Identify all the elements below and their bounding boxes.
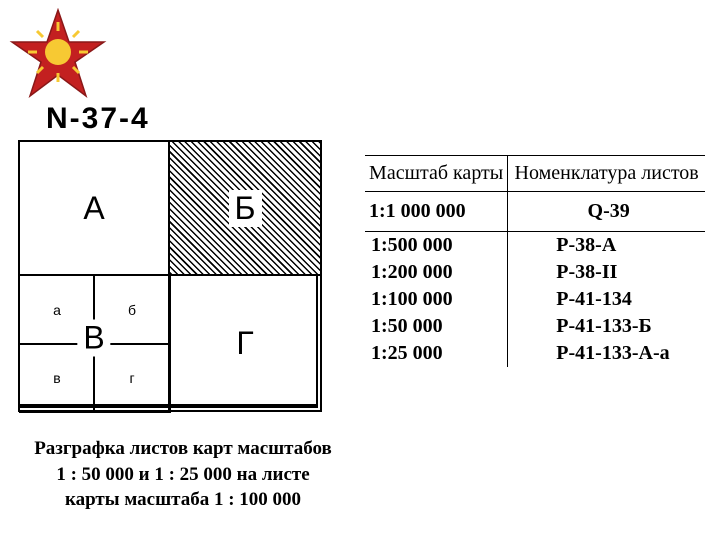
sub-g-label: г: [129, 370, 134, 386]
diagram-caption: Разграфка листов карт масштабов 1 : 50 0…: [18, 436, 348, 513]
cell-nom: P-41-133-А-а: [508, 340, 705, 367]
cell-b: Б: [168, 140, 322, 276]
sun-icon: [45, 39, 71, 65]
cell-nom: Q-39: [508, 192, 705, 232]
cell-nom: P-38-А: [508, 232, 705, 260]
diagram-grid: А Б а б в г В Г: [18, 140, 318, 408]
cell-b-label: Б: [229, 190, 262, 227]
caption-line-1: Разграфка листов карт масштабов: [34, 438, 332, 459]
cell-a-label: А: [77, 190, 110, 227]
sub-a-label: а: [53, 302, 61, 318]
cell-scale: 1:1 000 000: [365, 192, 508, 232]
table-row: 1:500 000 P-38-А: [365, 232, 705, 260]
table-row: 1:1 000 000 Q-39: [365, 192, 705, 232]
table-row: 1:25 000 P-41-133-А-а: [365, 340, 705, 367]
diagram-title: N-37-4: [46, 102, 338, 136]
cell-nom: P-41-134: [508, 286, 705, 313]
cell-nom: P-41-133-Б: [508, 313, 705, 340]
table-row: 1:50 000 P-41-133-Б: [365, 313, 705, 340]
cell-v-label: В: [77, 319, 110, 356]
table-row: 1:200 000 P-38-II: [365, 259, 705, 286]
cell-scale: 1:50 000: [365, 313, 508, 340]
sub-b-label: б: [128, 302, 136, 318]
scale-table: Масштаб карты Номенклатура листов 1:1 00…: [365, 155, 705, 367]
cell-scale: 1:200 000: [365, 259, 508, 286]
cell-a: А: [18, 140, 170, 276]
caption-line-2: 1 : 50 000 и 1 : 25 000 на листе: [56, 464, 309, 485]
cell-scale: 1:500 000: [365, 232, 508, 260]
caption-line-3: карты масштаба 1 : 100 000: [65, 489, 301, 510]
cell-scale: 1:25 000: [365, 340, 508, 367]
th-nomenclature: Номенклатура листов: [508, 156, 705, 192]
cell-v: а б в г В: [18, 274, 170, 412]
diagram: N-37-4 А Б а б в г В Г: [18, 102, 338, 513]
sub-v-label: в: [53, 370, 60, 386]
cell-nom: P-38-II: [508, 259, 705, 286]
cell-g: Г: [168, 274, 322, 412]
th-scale: Масштаб карты: [365, 156, 508, 192]
table-header-row: Масштаб карты Номенклатура листов: [365, 156, 705, 192]
cell-g-label: Г: [230, 325, 259, 362]
emblem: [8, 8, 108, 98]
table-row: 1:100 000 P-41-134: [365, 286, 705, 313]
cell-scale: 1:100 000: [365, 286, 508, 313]
